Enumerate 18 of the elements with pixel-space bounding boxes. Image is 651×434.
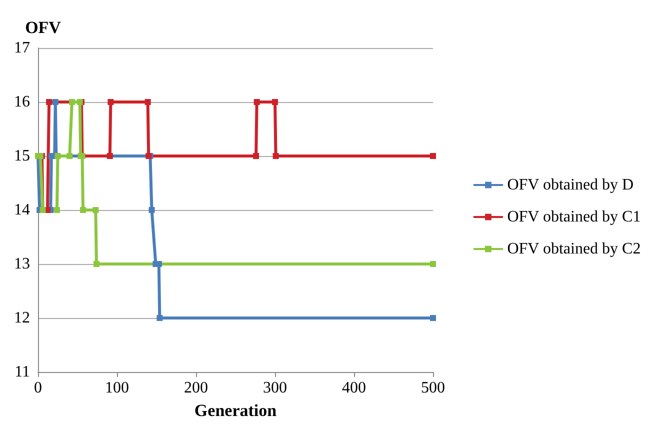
legend-label: OFV obtained by C2 [507,240,641,258]
x-axis-title: Generation [194,401,278,420]
x-tick-label: 400 [342,380,366,396]
y-tick-label: 14 [14,202,30,218]
x-tick-label: 100 [105,380,129,396]
x-tick-label: 300 [263,380,287,396]
legend-label: OFV obtained by D [507,176,634,194]
y-tick-label: 12 [14,310,30,326]
x-tick-label: 200 [184,380,208,396]
x-tick-label: 0 [34,380,42,396]
y-axis-title: OFV [25,18,62,37]
y-tick-label: 11 [14,364,30,380]
y-tick-label: 16 [14,94,30,110]
y-tick-label: 15 [14,148,30,164]
legend-label: OFV obtained by C1 [507,208,641,226]
y-tick-label: 13 [14,256,30,272]
x-tick-label: 500 [421,380,445,396]
y-tick-label: 17 [14,40,30,56]
